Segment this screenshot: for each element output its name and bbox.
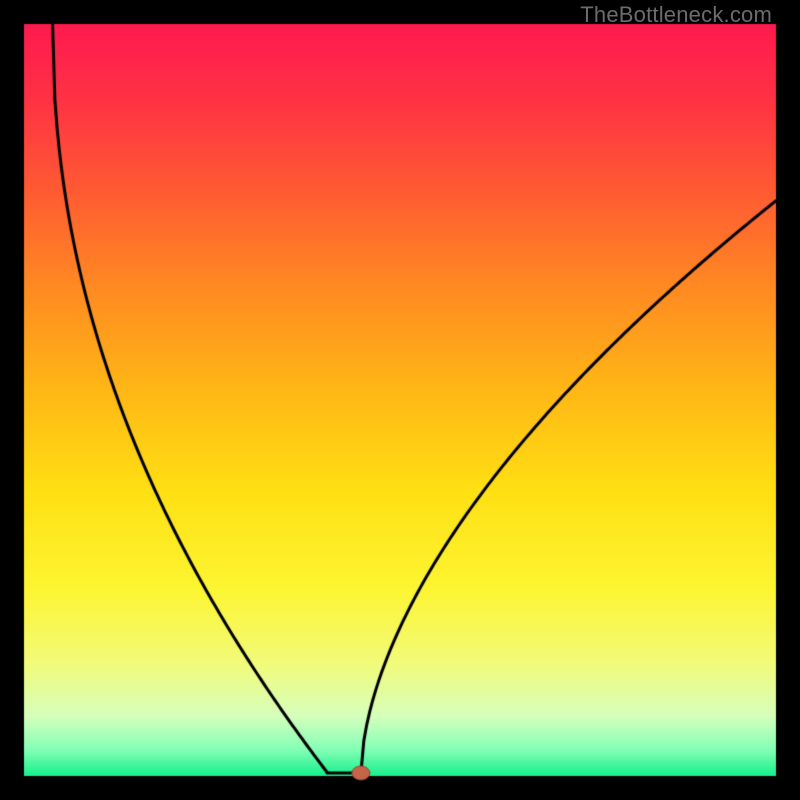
chart-stage: TheBottleneck.com	[0, 0, 800, 800]
watermark-text: TheBottleneck.com	[580, 2, 772, 28]
bottleneck-plot-canvas	[0, 0, 800, 800]
